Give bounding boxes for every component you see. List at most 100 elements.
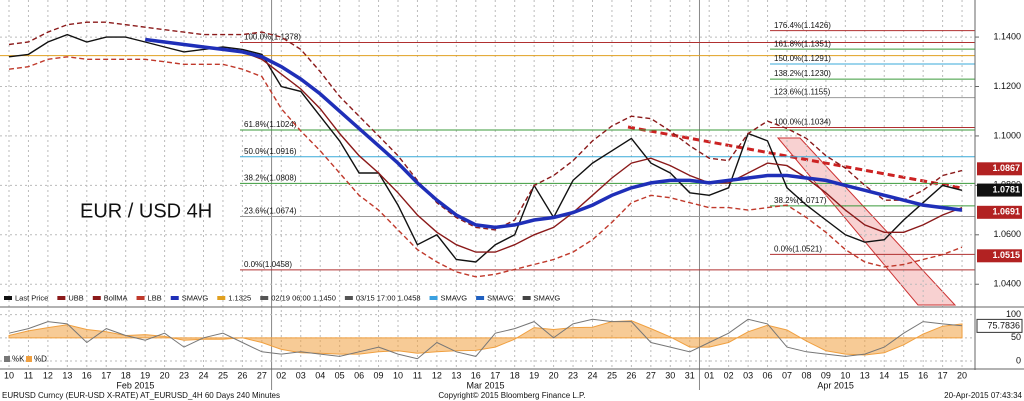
price-label: 1.0867: [992, 163, 1020, 173]
fib-label: 123.6%(1.1155): [774, 88, 831, 97]
value-box: [976, 318, 1023, 333]
fib-label: 161.8%(1.1351): [774, 39, 831, 48]
x-tick-label: 16: [918, 370, 928, 380]
series-line: [8, 56, 963, 278]
series-line: [8, 33, 963, 263]
legend-label: %D: [34, 355, 47, 364]
legend-label: LBB: [148, 293, 162, 302]
x-tick-label: 23: [568, 370, 578, 380]
legend-swatch: [429, 296, 438, 300]
x-tick-label: 10: [393, 370, 403, 380]
legend-swatch: [4, 356, 10, 362]
x-tick-label: 14: [879, 370, 889, 380]
x-tick-label: 01: [704, 370, 714, 380]
x-tick-label: 09: [374, 370, 384, 380]
legend-swatch: [170, 296, 179, 300]
footer-center: Copyright© 2015 Bloomberg Finance L.P.: [438, 391, 585, 400]
legend-swatch: [260, 296, 269, 300]
series-line: [8, 21, 963, 231]
y-tick-label: 50: [1011, 332, 1021, 342]
legend-label: UBB: [68, 293, 83, 302]
x-tick-label: 03: [743, 370, 753, 380]
price-label-box: [977, 205, 1022, 219]
x-tick-label: 16: [82, 370, 92, 380]
y-tick-label: 1.0600: [993, 229, 1021, 239]
y-tick-label: 0: [1016, 355, 1021, 365]
x-tick-label: 23: [179, 370, 189, 380]
legend-label: SMAVG: [534, 293, 561, 302]
month-label: Apr 2015: [817, 380, 854, 390]
value-label: 75.7836: [987, 320, 1020, 330]
legend-label: Last Price: [15, 293, 48, 302]
legend-label: SMAVG: [487, 293, 514, 302]
x-tick-label: 19: [529, 370, 539, 380]
x-tick-label: 26: [626, 370, 636, 380]
legend-swatch: [57, 296, 66, 300]
x-tick-label: 04: [315, 370, 325, 380]
footer-right: 20-Apr-2015 07:43:34: [944, 391, 1022, 400]
x-tick-label: 08: [801, 370, 811, 380]
legend-swatch: [26, 356, 32, 362]
price-label-box: [977, 162, 1022, 176]
x-tick-label: 09: [821, 370, 831, 380]
x-tick-label: 20: [160, 370, 170, 380]
legend-label: SMAVG: [441, 293, 468, 302]
legend-label: %K: [12, 355, 25, 364]
legend-swatch: [344, 296, 353, 300]
x-tick-label: 30: [665, 370, 675, 380]
x-tick-label: 17: [490, 370, 500, 380]
chart-title: EUR / USD 4H: [80, 200, 212, 222]
legend-label: BollMA: [104, 293, 128, 302]
fib-label: 100.0%(1.1034): [774, 118, 831, 127]
fib-label: 0.0%(1.0521): [774, 244, 822, 253]
fib-label: 61.8%(1.1024): [244, 120, 297, 129]
fib-label: 138.2%(1.1230): [774, 69, 831, 78]
x-tick-label: 11: [413, 370, 422, 380]
fib-label: 50.0%(1.0916): [244, 147, 297, 156]
month-label: Mar 2015: [467, 380, 505, 390]
x-tick-label: 17: [938, 370, 948, 380]
x-tick-label: 10: [4, 370, 14, 380]
x-tick-label: 19: [140, 370, 150, 380]
x-tick-label: 18: [510, 370, 520, 380]
stochastic-area: [8, 320, 963, 356]
stochastic-line: [8, 318, 963, 360]
price-label: 1.0691: [992, 207, 1020, 217]
legend-swatch: [92, 296, 101, 300]
series-line: [144, 37, 963, 230]
x-tick-label: 02: [724, 370, 734, 380]
x-tick-label: 31: [685, 370, 695, 380]
x-tick-label: 27: [646, 370, 656, 380]
x-tick-label: 05: [335, 370, 345, 380]
trend-line: [627, 125, 963, 190]
y-tick-label: 1.1000: [993, 130, 1021, 140]
series-line: [242, 51, 963, 253]
x-tick-label: 06: [763, 370, 773, 380]
month-label: Feb 2015: [116, 380, 154, 390]
fib-label: 0.0%(1.0458): [244, 260, 292, 269]
legend-label: 02/19 06:00 1.1450: [271, 293, 336, 302]
fib-label: 100.0%(1.1378): [244, 33, 301, 42]
legend-label: 1.1325: [228, 293, 251, 302]
x-tick-label: 16: [471, 370, 481, 380]
footer-left: EURUSD Curncy (EUR-USD X-RATE) AT_EURUSD…: [2, 391, 280, 400]
legend-swatch: [476, 296, 485, 300]
x-tick-label: 03: [296, 370, 306, 380]
x-tick-label: 12: [43, 370, 53, 380]
x-tick-label: 02: [276, 370, 286, 380]
price-label-box: [977, 249, 1022, 263]
x-tick-label: 27: [257, 370, 267, 380]
x-tick-label: 20: [957, 370, 967, 380]
x-tick-label: 11: [24, 370, 33, 380]
x-tick-label: 26: [237, 370, 247, 380]
price-label: 1.0781: [992, 184, 1020, 194]
y-tick-label: 1.1200: [993, 81, 1021, 91]
legend-label: SMAVG: [182, 293, 209, 302]
fib-label: 38.2%(1.0808): [244, 173, 297, 182]
legend-swatch: [4, 296, 12, 300]
x-tick-label: 06: [354, 370, 364, 380]
x-tick-label: 24: [198, 370, 208, 380]
fib-label: 150.0%(1.1291): [774, 54, 831, 63]
